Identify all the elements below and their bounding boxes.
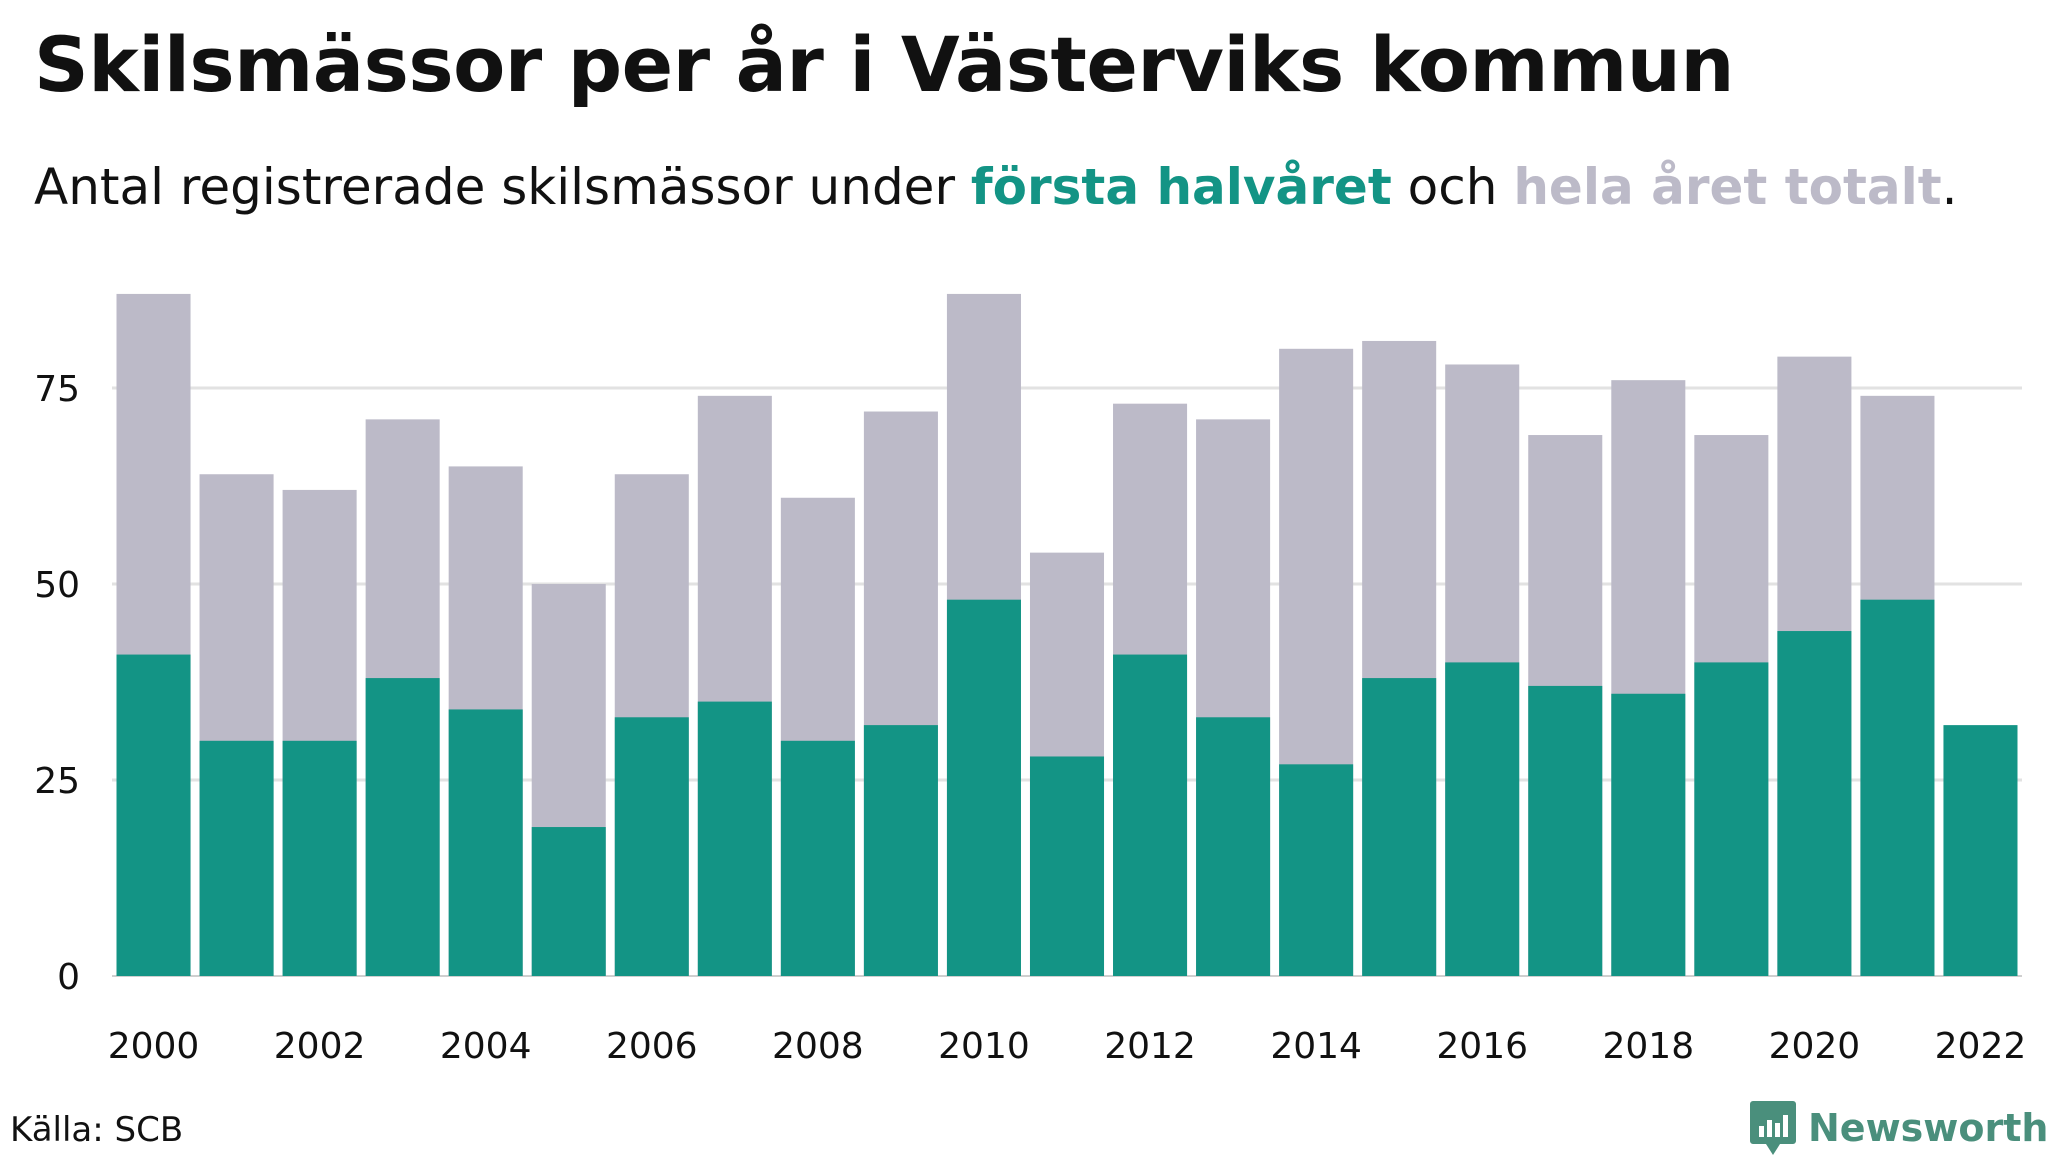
x-tick-label: 2002 <box>274 1026 366 1067</box>
y-tick-label: 75 <box>34 369 80 410</box>
x-tick-label: 2016 <box>1436 1026 1528 1067</box>
brand-name: Newsworthy <box>1808 1106 2048 1150</box>
bar-first-half-2000 <box>116 654 191 976</box>
subtitle-suffix: . <box>1941 158 1958 216</box>
x-tick-label: 2008 <box>772 1026 864 1067</box>
bar-first-half-2012 <box>1113 654 1188 976</box>
bar-first-half-2011 <box>1029 756 1105 976</box>
x-tick-label: 2010 <box>938 1026 1030 1067</box>
x-tick-label: 2020 <box>1769 1026 1861 1067</box>
bar-first-half-2002 <box>282 740 357 976</box>
bar-first-half-2014 <box>1279 764 1354 976</box>
x-tick-label: 2000 <box>108 1026 200 1067</box>
bar-first-half-2018 <box>1611 693 1686 976</box>
source-note: Källa: SCB <box>10 1110 184 1150</box>
subtitle-prefix: Antal registrerade skilsmässor under <box>34 158 971 216</box>
bar-first-half-2009 <box>863 725 938 976</box>
bar-first-half-2004 <box>448 709 523 976</box>
chart-subtitle: Antal registrerade skilsmässor under för… <box>34 158 1958 216</box>
brand: Newsworthy <box>1750 1098 2048 1158</box>
bar-first-half-2017 <box>1528 685 1603 976</box>
chart-title: Skilsmässor per år i Västerviks kommun <box>34 20 1735 109</box>
bar-first-half-2020 <box>1777 631 1852 976</box>
first-half-bars <box>116 599 2018 976</box>
bar-first-half-2013 <box>1196 717 1271 976</box>
x-tick-label: 2018 <box>1602 1026 1694 1067</box>
legend-first-half: första halvåret <box>970 158 1392 216</box>
bar-first-half-2007 <box>697 701 772 976</box>
bar-first-half-2015 <box>1362 678 1437 976</box>
x-tick-label: 2022 <box>1935 1026 2027 1067</box>
y-tick-label: 0 <box>57 957 80 998</box>
bar-first-half-2006 <box>614 717 689 976</box>
bar-first-half-2010 <box>946 599 1021 976</box>
bar-first-half-2019 <box>1694 662 1769 976</box>
bar-chart: 0 25 50 75 2000 2002 2004 2006 2008 2010 2012 2014 2… <box>34 293 2026 1067</box>
subtitle-middle: och <box>1391 158 1514 216</box>
bar-first-half-2001 <box>199 740 274 976</box>
axis-labels: 0 25 50 75 2000 2002 2004 2006 2008 2010 2012 2014 2… <box>34 369 2026 1067</box>
bar-first-half-2016 <box>1445 662 1520 976</box>
y-tick-label: 25 <box>34 761 80 802</box>
bar-first-half-2003 <box>365 678 440 976</box>
y-tick-label: 50 <box>34 565 80 606</box>
x-tick-label: 2012 <box>1104 1026 1196 1067</box>
x-tick-label: 2014 <box>1270 1026 1362 1067</box>
bar-first-half-2008 <box>780 740 855 976</box>
bar-first-half-2005 <box>531 827 606 976</box>
x-tick-label: 2004 <box>440 1026 532 1067</box>
x-tick-label: 2006 <box>606 1026 698 1067</box>
legend-full-year: hela året totalt <box>1513 158 1942 216</box>
newsworthy-logo-icon <box>1750 1101 1796 1155</box>
bar-first-half-2022 <box>1943 725 2018 976</box>
bar-first-half-2021 <box>1860 599 1935 976</box>
